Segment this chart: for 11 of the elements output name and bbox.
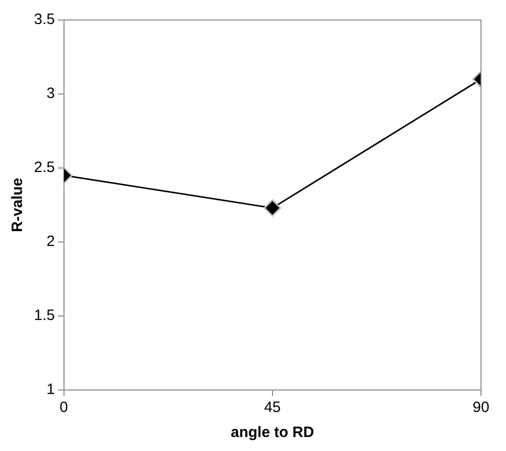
y-tick-label: 1 [46, 381, 55, 398]
y-tick-label: 3 [46, 85, 55, 102]
x-tick-label: 45 [264, 399, 281, 416]
y-tick-label: 3.5 [34, 11, 55, 28]
x-axis-title: angle to RD [230, 424, 314, 442]
x-tick-label: 90 [472, 399, 490, 416]
y-tick-label: 1.5 [34, 307, 55, 324]
y-tick-label: 2.5 [34, 159, 55, 176]
x-tick-label: 0 [60, 399, 68, 416]
y-tick-label: 2 [46, 233, 55, 250]
y-axis-title: R-value [9, 178, 26, 232]
